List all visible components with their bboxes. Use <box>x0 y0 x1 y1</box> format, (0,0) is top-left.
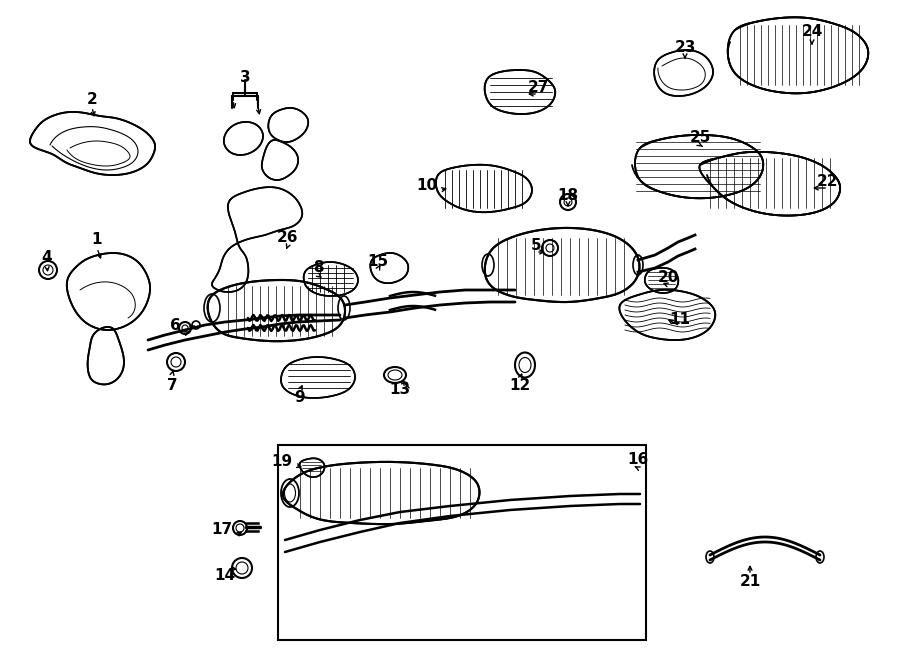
Text: 13: 13 <box>390 383 410 397</box>
Text: 12: 12 <box>509 377 531 393</box>
Text: 11: 11 <box>670 313 690 327</box>
Polygon shape <box>300 458 325 477</box>
Polygon shape <box>370 253 409 283</box>
Circle shape <box>232 558 252 578</box>
Text: 5: 5 <box>531 237 541 253</box>
Polygon shape <box>283 462 480 524</box>
Circle shape <box>179 322 191 334</box>
Text: 10: 10 <box>417 178 437 192</box>
Text: 14: 14 <box>214 568 236 582</box>
Circle shape <box>233 521 247 535</box>
Ellipse shape <box>482 254 494 276</box>
Text: 9: 9 <box>294 391 305 405</box>
Ellipse shape <box>281 479 299 507</box>
Ellipse shape <box>816 551 824 563</box>
Ellipse shape <box>338 296 350 320</box>
Text: 17: 17 <box>212 522 232 537</box>
Circle shape <box>167 353 185 371</box>
Polygon shape <box>619 290 716 340</box>
Text: 7: 7 <box>166 377 177 393</box>
Polygon shape <box>262 140 298 180</box>
Polygon shape <box>654 50 713 96</box>
Text: 27: 27 <box>527 81 549 95</box>
Text: 20: 20 <box>657 270 679 286</box>
Ellipse shape <box>706 551 714 563</box>
Text: 25: 25 <box>689 130 711 145</box>
Bar <box>278 445 646 640</box>
Polygon shape <box>485 70 555 114</box>
Text: 15: 15 <box>367 254 389 270</box>
Text: 16: 16 <box>627 453 649 467</box>
Polygon shape <box>485 228 639 302</box>
Polygon shape <box>281 357 355 398</box>
Polygon shape <box>436 165 532 212</box>
Text: 8: 8 <box>312 260 323 276</box>
Text: 3: 3 <box>239 71 250 85</box>
Text: 26: 26 <box>277 231 299 245</box>
Circle shape <box>39 261 57 279</box>
Polygon shape <box>699 152 840 215</box>
Text: 22: 22 <box>817 175 839 190</box>
Polygon shape <box>212 187 302 292</box>
Circle shape <box>560 194 576 210</box>
Text: 4: 4 <box>41 251 52 266</box>
Text: 6: 6 <box>169 317 180 332</box>
Ellipse shape <box>384 367 406 383</box>
Polygon shape <box>268 108 309 142</box>
Polygon shape <box>644 268 679 293</box>
Polygon shape <box>635 135 763 198</box>
Polygon shape <box>30 112 155 175</box>
Polygon shape <box>303 262 358 296</box>
Ellipse shape <box>515 352 535 377</box>
Ellipse shape <box>633 255 643 275</box>
Polygon shape <box>728 17 868 93</box>
Text: 23: 23 <box>674 40 696 56</box>
Polygon shape <box>224 122 263 155</box>
Text: 18: 18 <box>557 188 579 202</box>
Polygon shape <box>208 280 345 341</box>
Text: 2: 2 <box>86 93 97 108</box>
Text: 24: 24 <box>801 24 823 40</box>
Text: 19: 19 <box>272 455 292 469</box>
Polygon shape <box>87 327 124 385</box>
Ellipse shape <box>204 294 220 322</box>
Polygon shape <box>67 253 150 330</box>
Text: 1: 1 <box>92 233 103 247</box>
Text: 21: 21 <box>740 574 760 590</box>
Circle shape <box>542 240 558 256</box>
